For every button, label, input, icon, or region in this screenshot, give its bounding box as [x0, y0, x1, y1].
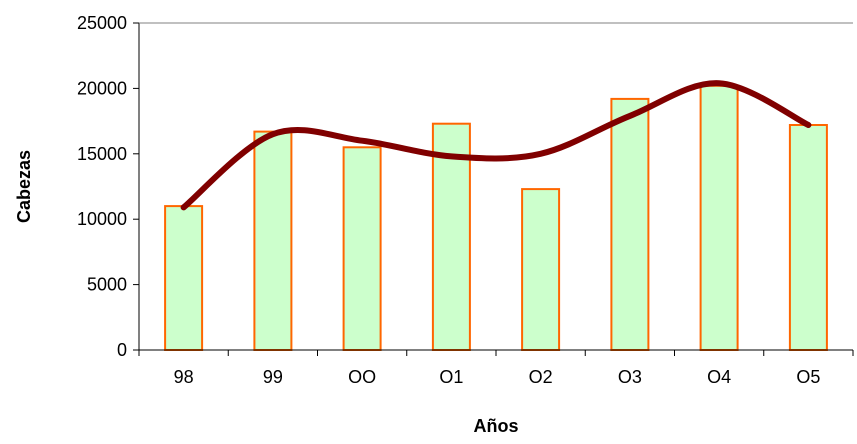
x-tick-label: O5 — [796, 367, 820, 387]
bars-layer — [164, 84, 828, 352]
bar-O1 — [431, 122, 471, 351]
y-tick-label: 15000 — [77, 144, 127, 164]
y-tick-label: 5000 — [87, 275, 127, 295]
y-axis-title: Cabezas — [14, 150, 34, 223]
bar-OO — [342, 146, 382, 351]
x-tick-label: O2 — [529, 367, 553, 387]
trendline-layer — [180, 80, 812, 211]
bar-99 — [253, 130, 293, 351]
bar-O3 — [610, 97, 650, 352]
y-tick-label: 25000 — [77, 13, 127, 33]
x-tick-label: OO — [348, 367, 376, 387]
x-tick-label: 99 — [263, 367, 283, 387]
bar-O5 — [788, 124, 828, 351]
x-axis-title: Años — [474, 416, 519, 436]
y-tick-label: 10000 — [77, 209, 127, 229]
y-tick-label: 20000 — [77, 78, 127, 98]
y-ticks: 0 5000 10000 15000 20000 25000 — [77, 13, 139, 360]
x-ticks: 98 99 OO O1 O2 O3 O4 O5 — [138, 350, 854, 387]
y-tick-label: 0 — [117, 340, 127, 360]
bar-O4 — [699, 84, 739, 352]
bar-98 — [164, 205, 204, 351]
x-tick-label: O1 — [439, 367, 463, 387]
axes-layer — [138, 22, 853, 351]
trendline — [180, 80, 812, 211]
bar-O2 — [521, 188, 561, 351]
x-tick-label: 98 — [174, 367, 194, 387]
x-tick-label: O4 — [707, 367, 731, 387]
x-tick-label: O3 — [618, 367, 642, 387]
